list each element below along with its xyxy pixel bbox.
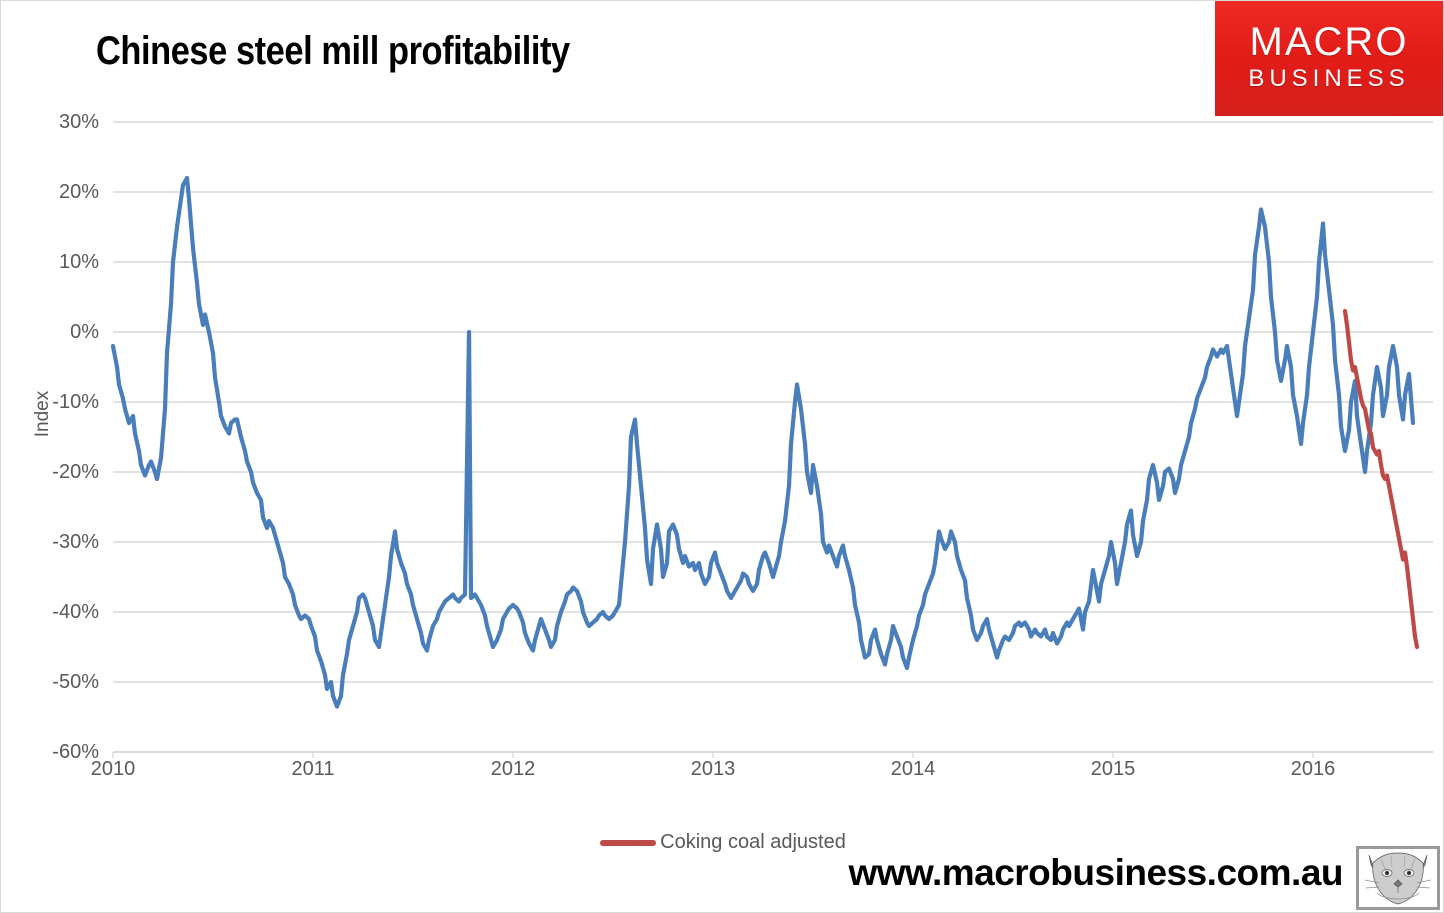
y-axis-ticks: 30% 20% 10% 0% -10% -20% -30% -40% -50% -60% [29,1,99,912]
x-tick-label: 2010 [90,758,136,780]
footer-website-url: www.macrobusiness.com.au [848,852,1343,893]
chart-legend: Coking coal adjusted [1,831,1443,854]
y-tick-label: -40% [52,601,99,623]
y-tick-label: -10% [52,391,99,413]
lynx-face-drawing [1359,849,1437,907]
macrobusiness-logo: MACRO BUSINESS [1215,1,1443,116]
series-line-0 [110,175,1416,709]
gridlines [112,121,1433,758]
x-tick-label: 2015 [1090,758,1136,780]
y-tick-label: -30% [52,531,99,553]
x-tick-label: 2011 [291,758,335,780]
legend-swatch-coking-coal [600,839,657,846]
logo-macro-text: MACRO [1249,19,1409,64]
x-tick-label: 2016 [1290,758,1336,780]
series-lines [110,175,1420,709]
x-tick-label: 2013 [690,758,736,780]
x-tick-label: 2014 [890,758,936,780]
y-axis-label: Index [32,390,53,438]
x-tick-label: 2012 [490,758,536,780]
y-tick-label: -50% [52,671,99,693]
series-line-1 [1342,308,1420,650]
legend-label-coking-coal: Coking coal adjusted [660,831,846,853]
page-title: Chinese steel mill profitability [96,29,570,73]
y-tick-label: 10% [58,251,99,273]
lynx-face-icon [1356,846,1440,910]
y-tick-label: 0% [70,321,99,343]
y-tick-label: 20% [58,181,99,203]
y-tick-label: -20% [52,461,99,483]
logo-business-text: BUSINESS [1248,64,1410,92]
y-tick-label: 30% [58,111,99,133]
y-tick-label: -60% [52,741,99,763]
